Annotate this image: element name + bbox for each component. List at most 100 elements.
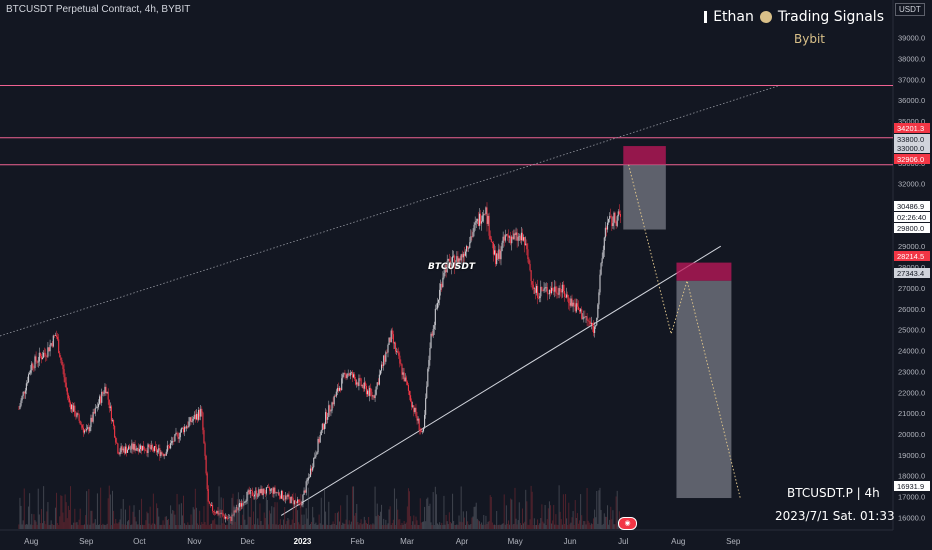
candle-body [617, 211, 619, 217]
candle-body [326, 412, 328, 420]
volume-bar [86, 491, 88, 529]
volume-bar [184, 523, 186, 529]
volume-bar [72, 524, 74, 529]
volume-bar [22, 520, 24, 529]
candle-body [506, 234, 508, 236]
volume-bar [288, 519, 290, 529]
volume-bar [132, 511, 134, 529]
currency-unit[interactable]: USDT [895, 3, 925, 16]
candle-body [167, 445, 169, 447]
candle-body [139, 445, 142, 450]
volume-bar [399, 519, 401, 529]
volume-bar [166, 519, 168, 529]
candle-body [86, 429, 88, 431]
candle-body [293, 500, 295, 505]
candle-body [534, 288, 536, 293]
candle-body [43, 352, 45, 358]
candle-body [535, 286, 538, 293]
volume-bar [124, 509, 126, 529]
candle-body [165, 451, 167, 456]
candle-body [426, 386, 428, 399]
volume-bar [235, 508, 237, 529]
volume-bar [198, 524, 200, 529]
volume-bar [57, 523, 59, 529]
volume-bar [51, 523, 53, 529]
volume-bar [477, 520, 479, 529]
candle-body [415, 407, 417, 416]
candle-body [574, 304, 576, 312]
volume-bar [29, 493, 31, 529]
volume-bar [384, 524, 386, 529]
volume-bar [365, 522, 367, 529]
candle-body [178, 437, 180, 439]
volume-bar [44, 520, 46, 529]
volume-bar [75, 522, 77, 529]
volume-bar [587, 520, 589, 529]
volume-bar [378, 515, 380, 529]
candle-body [530, 270, 532, 282]
volume-bar [480, 524, 482, 529]
candle-body [234, 510, 236, 513]
chart-action-icon[interactable]: ◉ [618, 517, 637, 530]
candle-body [224, 516, 227, 519]
candle-body [19, 405, 21, 410]
volume-bar [213, 520, 215, 529]
volume-bar [500, 524, 502, 529]
candle-body [47, 347, 49, 357]
candle-body [568, 297, 570, 304]
volume-bar [541, 504, 543, 529]
volume-bar [30, 524, 32, 529]
volume-bar [418, 524, 420, 529]
volume-bar [598, 490, 600, 529]
candle-body [195, 414, 197, 420]
candle-body [188, 421, 190, 427]
volume-bar [199, 510, 201, 529]
candle-body [100, 396, 102, 403]
candle-body [578, 309, 581, 312]
candle-body [543, 288, 545, 291]
candle-body [358, 378, 360, 386]
candle-body [305, 481, 307, 493]
candle-body [502, 236, 504, 243]
volume-bar [414, 524, 416, 529]
volume-bar [513, 523, 515, 529]
candle-body [526, 243, 528, 250]
price-label-bg [894, 154, 930, 164]
candle-body [331, 402, 333, 411]
volume-bar [269, 510, 271, 529]
candle-body [361, 385, 363, 386]
y-tick-label: 23000.0 [898, 367, 925, 376]
volume-bar [535, 524, 537, 529]
volume-bar [470, 523, 472, 529]
volume-bar [400, 525, 402, 529]
volume-bar [159, 524, 161, 529]
candle-body [69, 402, 72, 410]
volume-bar [506, 523, 508, 529]
volume-bar [38, 514, 40, 529]
volume-bar [390, 524, 392, 529]
candle-body [541, 287, 543, 291]
y-tick-label: 35000.0 [898, 117, 925, 126]
candle-body [80, 424, 82, 426]
volume-bar [230, 524, 232, 529]
volume-bar [48, 524, 50, 529]
x-tick-label: Sep [79, 537, 94, 546]
candle-body [611, 216, 613, 227]
candle-body [60, 357, 62, 361]
candle-body [463, 253, 465, 256]
brand-name: Ethan [713, 9, 754, 25]
volume-bar [532, 524, 534, 529]
volume-bar [123, 524, 125, 529]
volume-bar [555, 514, 557, 529]
volume-bar [135, 521, 137, 529]
price-label-text: 28214.5 [897, 252, 924, 261]
candle-body [281, 491, 284, 499]
volume-bar [292, 492, 294, 529]
price-label-bg [894, 481, 930, 491]
candle-body [351, 372, 354, 378]
candle-body [275, 492, 277, 493]
volume-bar [577, 523, 579, 529]
candle-body [469, 242, 471, 248]
candle-body [152, 448, 154, 452]
